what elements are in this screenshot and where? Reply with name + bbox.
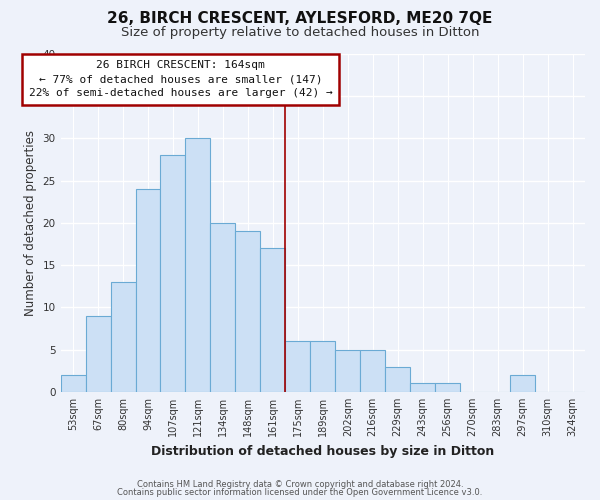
Y-axis label: Number of detached properties: Number of detached properties bbox=[24, 130, 37, 316]
Bar bbox=[435, 384, 460, 392]
Bar bbox=[410, 384, 435, 392]
Bar bbox=[310, 341, 335, 392]
Bar bbox=[160, 156, 185, 392]
Bar bbox=[61, 375, 86, 392]
Bar bbox=[360, 350, 385, 392]
Bar bbox=[185, 138, 211, 392]
Bar bbox=[136, 189, 160, 392]
Bar bbox=[335, 350, 360, 392]
Bar bbox=[235, 232, 260, 392]
Bar bbox=[110, 282, 136, 392]
Text: 26, BIRCH CRESCENT, AYLESFORD, ME20 7QE: 26, BIRCH CRESCENT, AYLESFORD, ME20 7QE bbox=[107, 11, 493, 26]
Bar bbox=[286, 341, 310, 392]
X-axis label: Distribution of detached houses by size in Ditton: Distribution of detached houses by size … bbox=[151, 444, 494, 458]
Text: Contains HM Land Registry data © Crown copyright and database right 2024.: Contains HM Land Registry data © Crown c… bbox=[137, 480, 463, 489]
Text: 26 BIRCH CRESCENT: 164sqm
← 77% of detached houses are smaller (147)
22% of semi: 26 BIRCH CRESCENT: 164sqm ← 77% of detac… bbox=[29, 60, 332, 98]
Bar bbox=[385, 366, 410, 392]
Bar bbox=[260, 248, 286, 392]
Bar bbox=[510, 375, 535, 392]
Bar bbox=[86, 316, 110, 392]
Bar bbox=[211, 223, 235, 392]
Text: Size of property relative to detached houses in Ditton: Size of property relative to detached ho… bbox=[121, 26, 479, 39]
Text: Contains public sector information licensed under the Open Government Licence v3: Contains public sector information licen… bbox=[118, 488, 482, 497]
